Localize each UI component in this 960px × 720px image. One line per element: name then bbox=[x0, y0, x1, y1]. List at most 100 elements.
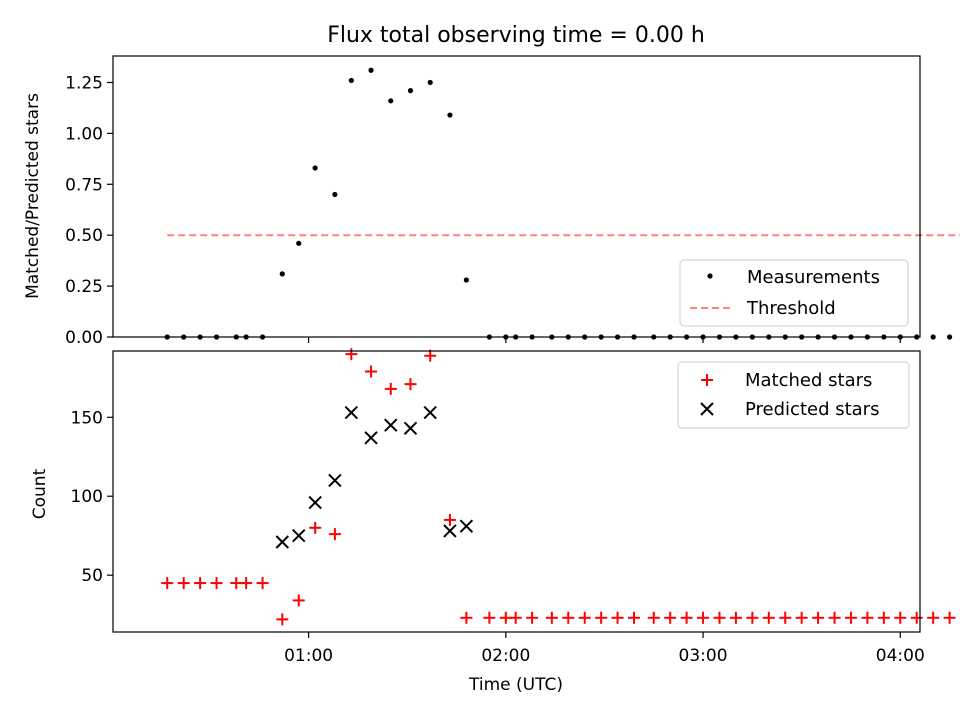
matched-star-point bbox=[443, 513, 456, 526]
x-tick-label: 04:00 bbox=[876, 646, 925, 666]
measurement-point bbox=[312, 165, 318, 171]
measurement-point bbox=[407, 88, 414, 94]
chart-title: Flux total observing time = 0.00 h bbox=[327, 23, 705, 48]
measurement-point bbox=[348, 77, 354, 84]
predicted-star-point bbox=[364, 431, 378, 445]
matched-star-point bbox=[509, 611, 522, 624]
matched-star-point bbox=[578, 611, 591, 624]
top-y-tick-label: 0.75 bbox=[65, 175, 103, 195]
bottom-data-marks bbox=[161, 348, 956, 626]
predicted-star-point bbox=[275, 535, 289, 549]
matched-star-point bbox=[746, 611, 759, 624]
top-y-tick-label: 0.25 bbox=[65, 277, 103, 297]
bottom-x-ticks: 01:00 02:00 03:00 04:00 bbox=[284, 632, 925, 666]
matched-star-point bbox=[828, 611, 841, 624]
matched-star-point bbox=[611, 611, 624, 624]
matched-star-point bbox=[812, 611, 825, 624]
matched-star-point bbox=[697, 611, 710, 624]
matched-star-point bbox=[210, 577, 223, 590]
matched-star-point bbox=[595, 611, 608, 624]
legend-matched-label: Matched stars bbox=[745, 370, 872, 391]
matched-star-point bbox=[762, 611, 775, 624]
predicted-star-point bbox=[308, 495, 322, 510]
predicted-star-point bbox=[459, 519, 474, 533]
matched-star-point bbox=[628, 611, 641, 624]
matched-star-point bbox=[161, 577, 174, 590]
matched-star-point bbox=[460, 611, 473, 624]
matched-star-point bbox=[240, 577, 253, 590]
matched-star-point bbox=[309, 521, 322, 534]
measurement-point bbox=[447, 112, 453, 118]
matched-star-point bbox=[927, 611, 940, 624]
measurement-point bbox=[279, 271, 285, 277]
x-tick-label: 01:00 bbox=[284, 646, 333, 666]
matched-star-point bbox=[943, 611, 956, 624]
matched-star-point bbox=[328, 528, 341, 541]
bottom-y-tick-label: 100 bbox=[71, 487, 103, 507]
matched-star-point bbox=[526, 611, 539, 624]
bottom-axes-frame bbox=[112, 350, 921, 633]
matched-star-point bbox=[795, 611, 808, 624]
top-y-tick-label: 1.25 bbox=[65, 73, 103, 93]
legend-threshold-label: Threshold bbox=[746, 298, 836, 319]
matched-star-point bbox=[844, 611, 857, 624]
matched-star-point bbox=[256, 577, 269, 590]
legend-matched-marker bbox=[701, 374, 713, 386]
predicted-star-point bbox=[384, 418, 398, 432]
top-panel: Matched/Predicted stars 0.00 0.25 0.50 0.75… bbox=[23, 55, 960, 348]
measurement-point bbox=[463, 277, 469, 283]
top-y-tick-label: 1.00 bbox=[65, 124, 103, 144]
top-y-ticks: 0.00 0.25 0.50 0.75 1.00 1.25 bbox=[65, 73, 113, 348]
measurement-point bbox=[332, 191, 338, 198]
measurement-point bbox=[388, 98, 394, 104]
matched-star-point bbox=[910, 611, 923, 624]
matched-star-point bbox=[545, 611, 558, 624]
matched-star-point bbox=[404, 378, 417, 391]
matched-star-point bbox=[177, 577, 190, 590]
predicted-star-point bbox=[344, 405, 359, 420]
x-tick-label: 03:00 bbox=[679, 646, 728, 666]
matched-star-point bbox=[483, 611, 496, 624]
measurement-point bbox=[296, 240, 302, 246]
matched-star-point bbox=[562, 611, 575, 624]
matched-star-point bbox=[292, 594, 305, 607]
predicted-star-point bbox=[423, 405, 437, 420]
top-y-tick-label: 0.00 bbox=[65, 328, 103, 348]
top-x-ticks bbox=[307, 337, 901, 343]
matched-star-point bbox=[877, 611, 890, 624]
matched-star-point bbox=[729, 611, 742, 624]
top-y-axis-label: Matched/Predicted stars bbox=[23, 93, 43, 299]
legend-measurements-label: Measurements bbox=[747, 267, 880, 288]
bottom-legend: Matched stars Predicted stars bbox=[677, 361, 910, 429]
top-legend: Measurements Threshold bbox=[679, 259, 909, 327]
matched-star-point bbox=[276, 613, 289, 626]
legend-measurements-marker bbox=[707, 273, 713, 279]
matched-star-point bbox=[779, 611, 792, 624]
matched-star-point bbox=[680, 611, 693, 624]
measurement-point bbox=[368, 67, 374, 73]
predicted-star-point bbox=[328, 473, 342, 488]
predicted-star-point bbox=[443, 524, 457, 538]
bottom-y-tick-label: 150 bbox=[71, 408, 103, 428]
matched-star-point bbox=[894, 611, 907, 624]
bottom-y-tick-label: 50 bbox=[81, 566, 103, 586]
predicted-star-point bbox=[403, 421, 418, 436]
bottom-y-ticks: 50 100 150 bbox=[71, 408, 113, 586]
measurement-point bbox=[427, 79, 433, 86]
matched-star-point bbox=[647, 611, 660, 624]
bottom-panel: Count 50 100 150 01:00 02:00 03:00 04:00 Matc… bbox=[30, 348, 956, 695]
legend-predicted-label: Predicted stars bbox=[745, 399, 879, 420]
x-tick-label: 02:00 bbox=[481, 646, 530, 666]
top-y-tick-label: 0.50 bbox=[65, 226, 103, 246]
measurement-point bbox=[946, 334, 953, 340]
matched-star-point bbox=[384, 382, 397, 395]
matched-star-point bbox=[365, 365, 378, 378]
bottom-y-axis-label: Count bbox=[30, 468, 50, 519]
measurement-point bbox=[930, 334, 936, 340]
predicted-star-point bbox=[292, 528, 306, 543]
top-legend-box bbox=[679, 259, 909, 327]
matched-star-point bbox=[861, 611, 874, 624]
bottom-legend-box bbox=[677, 361, 910, 429]
legend-predicted-marker bbox=[700, 402, 714, 416]
